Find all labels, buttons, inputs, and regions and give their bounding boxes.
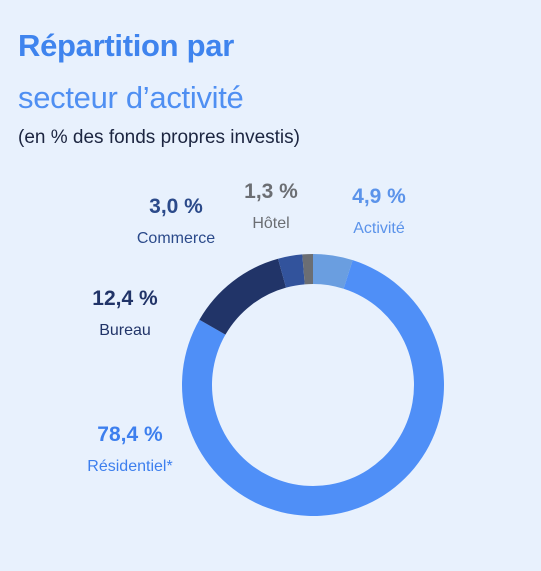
value-residentiel: 78,4 % [97, 423, 163, 446]
slice-commerce [278, 254, 305, 288]
label-activite: 4,9 % Activité [334, 185, 424, 239]
chart-title-secondary: secteur d’activité [18, 80, 244, 115]
slice-activit [313, 254, 353, 289]
label-bureau: 12,4 % Bureau [75, 287, 175, 341]
value-activite: 4,9 % [352, 185, 406, 208]
slice-h-tel [302, 254, 313, 285]
value-hotel: 1,3 % [244, 180, 298, 203]
name-commerce: Commerce [136, 230, 216, 247]
name-hotel: Hôtel [252, 215, 290, 232]
value-commerce: 3,0 % [149, 195, 203, 218]
chart-subtitle: (en % des fonds propres investis) [18, 127, 300, 148]
name-bureau: Bureau [99, 322, 151, 339]
chart-title: Répartition par [18, 28, 234, 63]
label-commerce: 3,0 % Commerce [126, 195, 226, 249]
value-bureau: 12,4 % [92, 287, 158, 310]
label-hotel: 1,3 % Hôtel [226, 180, 316, 234]
name-residentiel: Résidentiel* [87, 458, 173, 475]
slice-bureau [199, 258, 287, 335]
label-residentiel: 78,4 % Résidentiel* [70, 423, 190, 477]
name-activite: Activité [353, 220, 405, 237]
